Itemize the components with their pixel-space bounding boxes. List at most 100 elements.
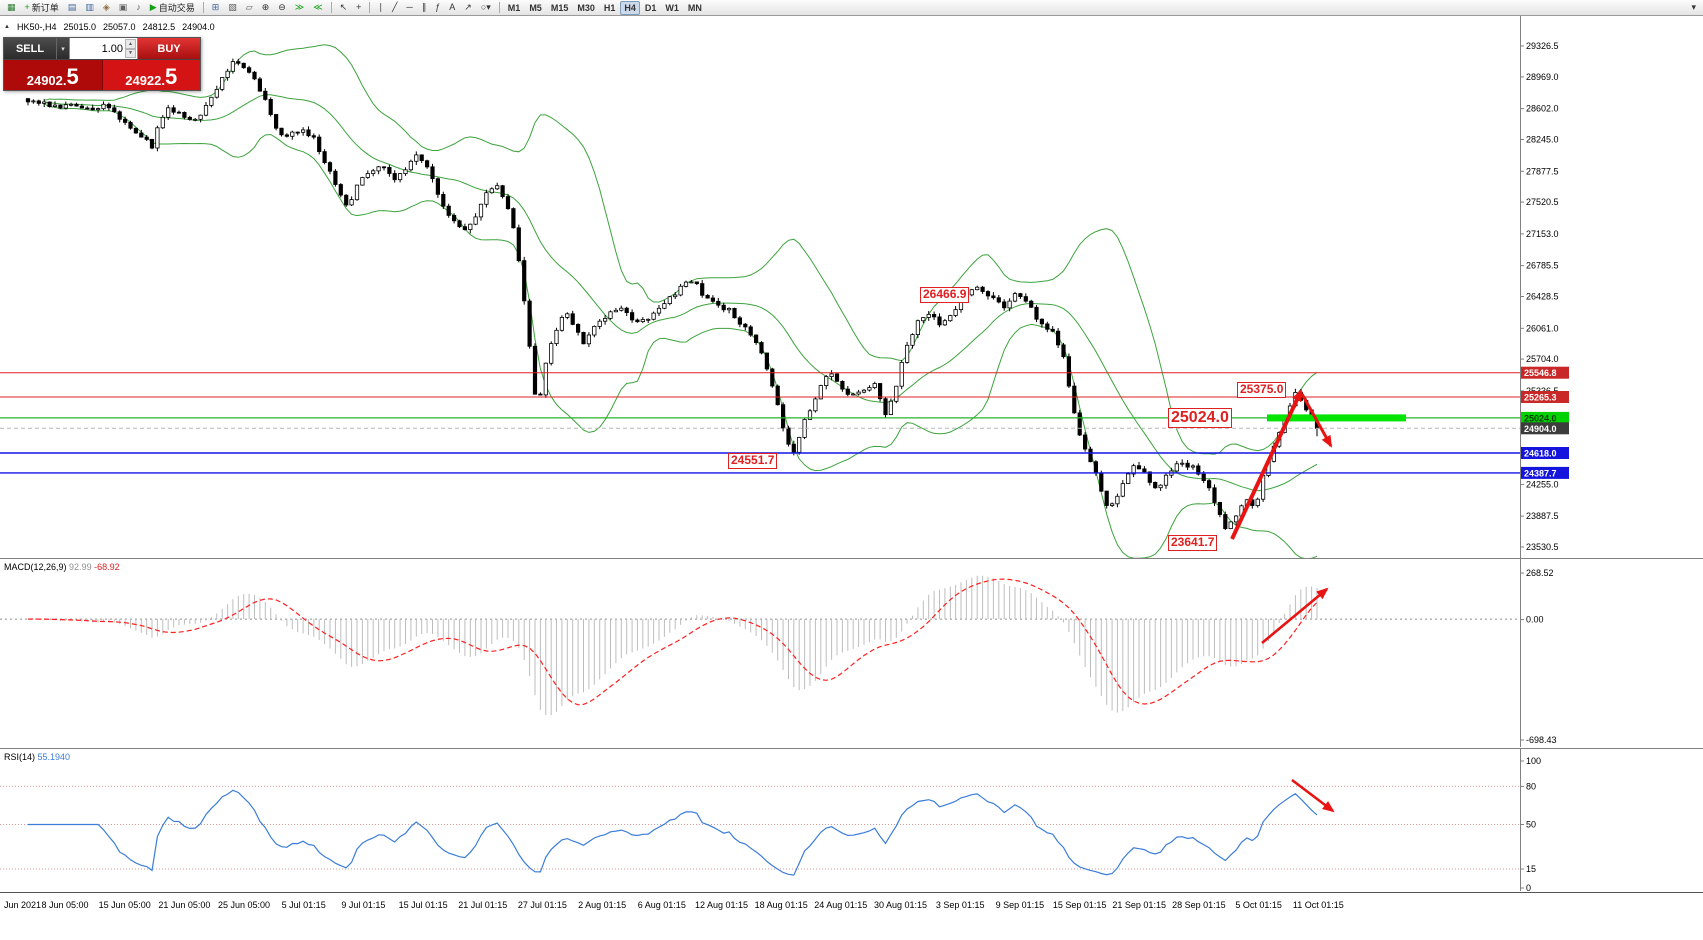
macd-signal-value: -68.92 [94, 562, 120, 572]
candles [25, 58, 1320, 530]
cursor-icon: ↖ [339, 2, 348, 12]
navigator-icon[interactable]: ◈ [99, 1, 114, 15]
channel-tool-icon[interactable]: ∥ [418, 1, 431, 15]
timeframe-w1[interactable]: W1 [661, 1, 683, 15]
fibonacci-tool-icon[interactable]: ƒ [431, 1, 444, 15]
horizontal-line-tool-icon[interactable]: ─ [402, 1, 416, 15]
timeframe-m15[interactable]: M15 [547, 1, 573, 15]
tile-windows-icon: ▱ [245, 2, 253, 12]
price-tag: 25265.3 [1521, 391, 1569, 403]
shapes-dropdown-icon: ○▾ [480, 2, 491, 12]
buy-button[interactable]: BUY [138, 38, 200, 59]
time-axis-label: 2 Aug 01:15 [578, 900, 627, 910]
price-annotation[interactable]: 26466.9 [920, 287, 970, 303]
trend-arrow[interactable] [1300, 393, 1333, 448]
timeframe-m1[interactable]: M1 [504, 1, 525, 15]
chart-shift-icon: ≪ [313, 2, 323, 12]
price-chart[interactable]: 29326.5 28969.0 28602.0 28245.0 27877.5 27520… [0, 16, 1703, 558]
macd-scale-label: -698.43 [1526, 735, 1557, 745]
new-chart-icon[interactable]: ⊞ [208, 1, 224, 15]
rsi-scale-label: 80 [1526, 781, 1536, 791]
chart-window-icon: ▦ [7, 2, 16, 12]
time-axis-label: 18 Aug 01:15 [754, 900, 808, 910]
ohlc-high: 25057.0 [103, 22, 136, 32]
rsi-trend-arrow[interactable] [1291, 778, 1335, 813]
timeframe-m5-label: M5 [529, 2, 542, 13]
rsi-label: RSI(14) 55.1940 [4, 752, 70, 762]
collapse-marker-icon[interactable]: ▲ [4, 24, 10, 30]
toolbar-overflow-icon[interactable]: ▾ [1687, 1, 1700, 15]
price-annotation[interactable]: 24551.7 [728, 453, 778, 469]
sell-price-button[interactable]: 24902. 5 [4, 60, 102, 90]
sell-button[interactable]: SELL [4, 38, 56, 59]
timeframe-m5[interactable]: M5 [525, 1, 546, 15]
trendline-tool-icon[interactable]: ╱ [388, 1, 401, 15]
time-axis-label: Jun 2021 [4, 900, 42, 910]
chart-window-icon[interactable]: ▦ [3, 1, 20, 15]
price-tag: 24904.0 [1521, 422, 1569, 435]
svg-text:25024.0: 25024.0 [1524, 413, 1557, 423]
shapes-dropdown-icon[interactable]: ○▾ [477, 1, 495, 15]
volume-input[interactable] [70, 38, 137, 59]
market-watch-icon[interactable]: ▤ [64, 1, 81, 15]
price-axis-label: 28969.0 [1526, 72, 1559, 82]
svg-text:25546.8: 25546.8 [1524, 368, 1557, 378]
volume-increase-button[interactable]: ▲ [125, 39, 136, 49]
profiles-icon[interactable]: ▧ [224, 1, 241, 15]
horizontal-line-tool-icon: ─ [406, 2, 413, 12]
buy-price-value: 24922. [125, 73, 165, 88]
macd-chart[interactable]: 268.52 0.00 -698.43 [0, 559, 1703, 747]
macd-trend-arrow[interactable] [1261, 587, 1329, 644]
chart-shift-icon[interactable]: ≪ [309, 1, 326, 15]
time-axis[interactable]: Jun 2021 8 Jun 05:00 15 Jun 05:00 21 Jun 05… [0, 892, 1703, 917]
toolbar-overflow-icon: ▾ [1691, 2, 1696, 12]
tile-windows-icon[interactable]: ▱ [242, 1, 257, 15]
price-axis-label: 24255.0 [1526, 479, 1559, 489]
price-tag: 24618.0 [1521, 447, 1569, 459]
trendline-tool-icon: ╱ [391, 2, 398, 12]
price-annotation[interactable]: 25024.0 [1168, 408, 1232, 429]
trend-arrow[interactable] [1230, 389, 1303, 540]
time-axis-label: 30 Aug 01:15 [873, 900, 928, 910]
vertical-line-tool-icon[interactable]: ∣ [374, 1, 387, 15]
price-axis-label: 23530.5 [1526, 542, 1559, 552]
rsi-axis[interactable] [1520, 749, 1703, 891]
svg-text:24904.0: 24904.0 [1524, 424, 1557, 434]
zoom-out-icon[interactable]: ⊖ [274, 1, 290, 15]
timeframe-h4[interactable]: H4 [620, 0, 640, 15]
timeframe-mn[interactable]: MN [684, 1, 706, 15]
autotrading-button[interactable]: ▶ 自动交易 [146, 1, 199, 15]
data-window-icon: ▥ [85, 2, 94, 12]
terminal-icon[interactable]: ▣ [115, 1, 132, 15]
timeframe-h1[interactable]: H1 [600, 1, 620, 15]
auto-scroll-icon[interactable]: ≫ [291, 1, 308, 15]
arrow-tool-icon[interactable]: ↗ [460, 1, 476, 15]
data-window-icon[interactable]: ▥ [81, 1, 98, 15]
time-axis-label: 15 Jul 01:15 [398, 900, 448, 910]
time-axis-label: 21 Sep 01:15 [1112, 900, 1166, 910]
new-order-button[interactable]: + 新订单 [21, 1, 63, 15]
price-annotation[interactable]: 23641.7 [1168, 535, 1218, 551]
buy-price-button[interactable]: 24922. 5 [101, 60, 200, 90]
rsi-chart[interactable]: 100 80 50 15 0 [0, 749, 1703, 891]
zoom-out-icon: ⊖ [278, 2, 286, 12]
highlight-zone[interactable] [1267, 414, 1406, 422]
time-axis-label: 5 Oct 01:15 [1235, 900, 1282, 910]
crosshair-icon[interactable]: + [352, 1, 365, 15]
macd-signal-line [27, 578, 1318, 706]
zoom-in-icon[interactable]: ⊕ [258, 1, 274, 15]
cursor-icon[interactable]: ↖ [336, 1, 352, 15]
text-tool-icon[interactable]: A [445, 1, 459, 15]
alerts-icon[interactable]: ♪ [132, 1, 145, 15]
macd-axis[interactable] [1520, 559, 1703, 747]
price-annotation[interactable]: 25375.0 [1237, 382, 1287, 398]
time-axis-label: 8 Jun 05:00 [41, 900, 89, 910]
svg-text:24387.7: 24387.7 [1524, 468, 1557, 478]
sell-price-big-digit: 5 [66, 64, 79, 90]
volume-decrease-button[interactable]: ▼ [125, 48, 136, 58]
sell-options-dropdown[interactable]: ▾ [56, 38, 69, 59]
timeframe-d1[interactable]: D1 [641, 1, 661, 15]
toolbar-separator [498, 2, 500, 13]
price-tag: 25546.8 [1521, 366, 1569, 379]
timeframe-m30[interactable]: M30 [573, 1, 599, 15]
